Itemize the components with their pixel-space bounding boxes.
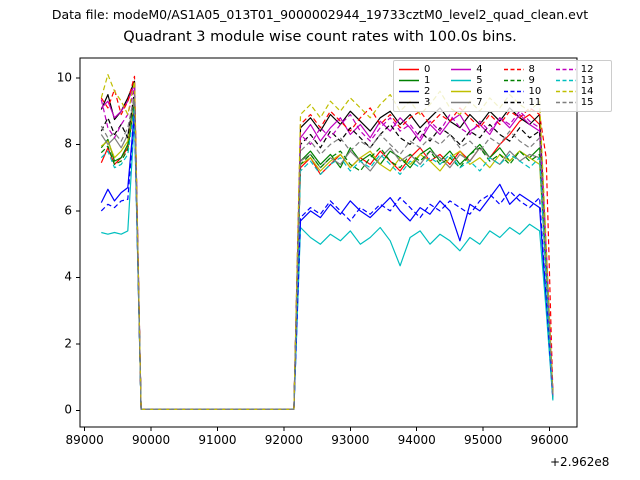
legend: 0 1 2 3 4 5 6 7 8 9 10 11 12 13 14 15 (393, 60, 612, 112)
legend-line-sample-14 (555, 90, 576, 93)
legend-item-label: 1 (424, 74, 431, 86)
series-line-7 (100, 97, 554, 410)
legend-line-sample-15 (555, 101, 576, 104)
legend-line-sample-1 (399, 79, 419, 82)
series-line-1 (100, 100, 554, 410)
legend-item-label: 10 (528, 85, 542, 97)
legend-item: 9 (503, 74, 554, 86)
legend-item-label: 5 (476, 74, 483, 86)
legend-item: 0 (399, 64, 449, 75)
legend-line-sample-12 (555, 68, 576, 71)
legend-line-sample-0 (399, 68, 419, 71)
legend-item-label: 0 (424, 63, 431, 75)
y-tick-label: 10 (56, 70, 72, 85)
legend-line-sample-8 (503, 68, 524, 71)
legend-item-label: 9 (528, 74, 535, 86)
legend-item: 3 (399, 97, 449, 108)
legend-item: 1 (399, 75, 449, 86)
legend-item-label: 2 (424, 85, 431, 97)
legend-item: 8 (503, 63, 554, 75)
legend-line-sample-10 (503, 90, 524, 93)
legend-item-label: 6 (476, 85, 483, 97)
series-line-14 (100, 73, 554, 410)
series-line-15 (100, 93, 554, 410)
legend-item: 10 (503, 85, 554, 97)
legend-line-sample-5 (451, 79, 472, 82)
series-line-2 (100, 110, 554, 410)
legend-item: 4 (451, 64, 501, 75)
y-tick-label: 0 (64, 402, 72, 417)
series-line-11 (100, 90, 554, 410)
x-axis-offset-label: +2.962e8 (550, 455, 610, 469)
x-tick-label: 96000 (530, 433, 569, 447)
legend-item: 14 (555, 85, 606, 97)
x-tick-label: 91000 (198, 433, 237, 447)
x-tick-label: 90000 (131, 433, 171, 447)
y-tick-label: 6 (64, 203, 72, 218)
legend-line-sample-13 (555, 79, 576, 82)
legend-line-sample-4 (451, 68, 472, 71)
y-tick-label: 2 (64, 336, 72, 351)
series-line-6 (100, 100, 554, 410)
x-tick-label: 94000 (397, 433, 436, 447)
series-line-4 (100, 83, 554, 410)
y-tick-label: 8 (64, 136, 72, 151)
legend-item-label: 11 (528, 96, 542, 108)
legend-item: 12 (555, 63, 606, 75)
legend-column: 12 13 14 15 (555, 63, 606, 108)
legend-item: 15 (555, 96, 606, 108)
legend-item: 5 (451, 75, 501, 86)
legend-item: 11 (503, 96, 554, 108)
legend-item-label: 3 (424, 96, 431, 108)
x-tick-label: 89000 (65, 433, 104, 447)
legend-line-sample-9 (503, 79, 524, 82)
chart-title: Quadrant 3 module wise count rates with … (123, 29, 517, 45)
legend-item-label: 4 (476, 63, 483, 75)
legend-item-label: 13 (580, 74, 594, 86)
legend-item: 7 (451, 97, 501, 108)
legend-item: 13 (555, 74, 606, 86)
legend-item: 6 (451, 86, 501, 97)
legend-line-sample-2 (399, 90, 419, 93)
legend-line-sample-7 (451, 101, 472, 104)
series-line-10 (100, 113, 554, 410)
legend-item-label: 8 (528, 63, 535, 75)
series-line-9 (100, 102, 554, 410)
series-line-13 (100, 107, 554, 410)
series-line-12 (100, 87, 554, 410)
legend-line-sample-3 (399, 101, 419, 104)
legend-line-sample-11 (503, 101, 524, 104)
axes-frame (79, 57, 578, 428)
x-tick-label: 93000 (331, 433, 370, 447)
datafile-label: Data file: modeM0/AS1A05_013T01_90000029… (51, 7, 589, 22)
x-tick-label: 95000 (464, 433, 503, 447)
legend-item-label: 7 (476, 96, 483, 108)
legend-item: 2 (399, 86, 449, 97)
series-line-0 (100, 103, 554, 410)
legend-item-label: 14 (580, 85, 594, 97)
x-tick-label: 92000 (264, 433, 303, 447)
y-tick-label: 4 (64, 269, 72, 284)
legend-line-sample-6 (451, 90, 472, 93)
legend-item-label: 15 (580, 96, 594, 108)
legend-item-label: 12 (580, 63, 594, 75)
legend-column: 8 9 10 11 (503, 63, 554, 108)
